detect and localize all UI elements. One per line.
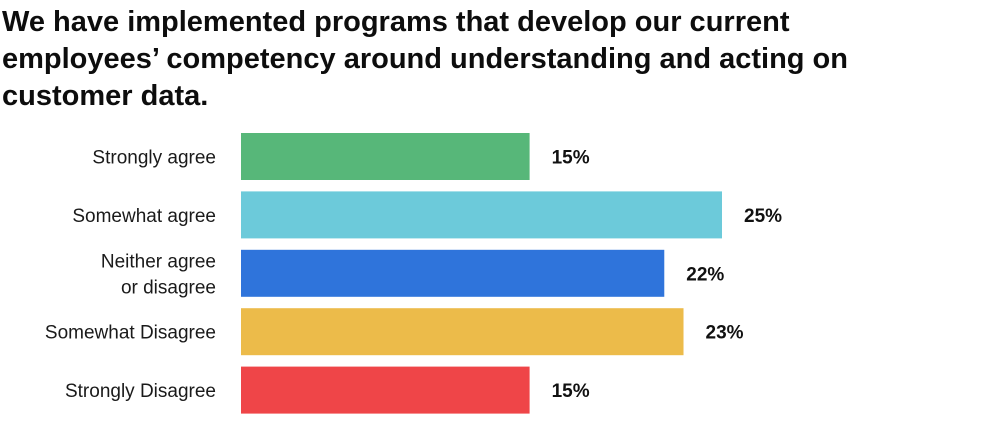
category-label-strongly-disagree: Strongly Disagree <box>65 381 216 402</box>
chart-title: We have implemented programs that develo… <box>2 6 848 112</box>
bar-somewhat-disagree <box>241 308 684 356</box>
bar-strongly-disagree <box>241 366 530 414</box>
value-label-somewhat-disagree: 23% <box>706 323 744 344</box>
bar-neither-agree-or-disagree <box>241 249 665 297</box>
value-label-neither-agree-or-disagree: 22% <box>686 264 724 285</box>
category-label-strongly-agree: Strongly agree <box>92 148 216 169</box>
bar-somewhat-agree <box>241 191 722 239</box>
value-label-strongly-agree: 15% <box>552 148 590 169</box>
bar-strongly-agree <box>241 133 530 180</box>
value-label-strongly-disagree: 15% <box>552 381 590 402</box>
category-label-somewhat-agree: Somewhat agree <box>72 206 216 227</box>
value-label-somewhat-agree: 25% <box>744 206 782 227</box>
category-label-somewhat-disagree: Somewhat Disagree <box>45 323 216 344</box>
category-label-neither-agree-or-disagree: Neither agree or disagree <box>101 251 216 298</box>
